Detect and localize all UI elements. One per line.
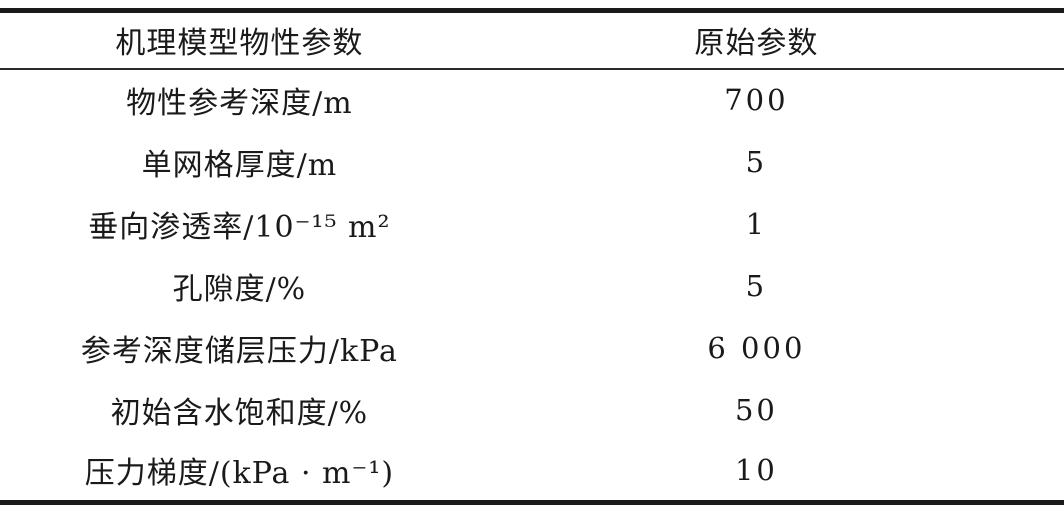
- param-label-cell: 物性参考深度/m: [126, 86, 353, 121]
- table-header: 机理模型物性参数 原始参数: [0, 10, 1064, 70]
- column-header-original-value: 原始参数: [478, 10, 1064, 70]
- param-value-cell: 50: [734, 392, 778, 427]
- table-header-row: 机理模型物性参数 原始参数: [0, 10, 1064, 70]
- table-row: 垂向渗透率/10⁻¹⁵ m² 1: [0, 193, 1064, 255]
- param-value-cell: 10: [734, 453, 778, 488]
- table-row: 孔隙度/% 5: [0, 255, 1064, 317]
- param-value-cell: 5: [745, 268, 768, 303]
- param-value-cell: 6 000: [707, 330, 806, 365]
- table-row: 压力梯度/(kPa · m⁻¹) 10: [0, 441, 1064, 503]
- param-label-cell: 压力梯度/(kPa · m⁻¹): [84, 456, 395, 492]
- mechanism-model-parameters-table: 机理模型物性参数 原始参数 物性参考深度/m 700 单网格厚度/m 5 垂向渗…: [0, 8, 1064, 505]
- param-value-cell: 1: [745, 206, 768, 241]
- table-row: 物性参考深度/m 700: [0, 69, 1064, 131]
- table-row: 参考深度储层压力/kPa 6 000: [0, 317, 1064, 379]
- param-label-cell: 单网格厚度/m: [141, 147, 338, 183]
- table-row: 初始含水饱和度/% 50: [0, 379, 1064, 441]
- param-label-cell: 参考深度储层压力/kPa: [80, 333, 398, 369]
- column-header-parameter-name: 机理模型物性参数: [0, 10, 479, 70]
- param-label-cell: 初始含水饱和度/%: [110, 395, 369, 431]
- table-body: 物性参考深度/m 700 单网格厚度/m 5 垂向渗透率/10⁻¹⁵ m² 1 …: [0, 69, 1064, 503]
- param-label-cell: 垂向渗透率/10⁻¹⁵ m²: [88, 209, 391, 245]
- param-label-cell: 孔隙度/%: [172, 271, 307, 307]
- param-value-cell: 5: [745, 144, 768, 179]
- table-row: 单网格厚度/m 5: [0, 131, 1064, 193]
- param-value-cell: 700: [724, 83, 789, 117]
